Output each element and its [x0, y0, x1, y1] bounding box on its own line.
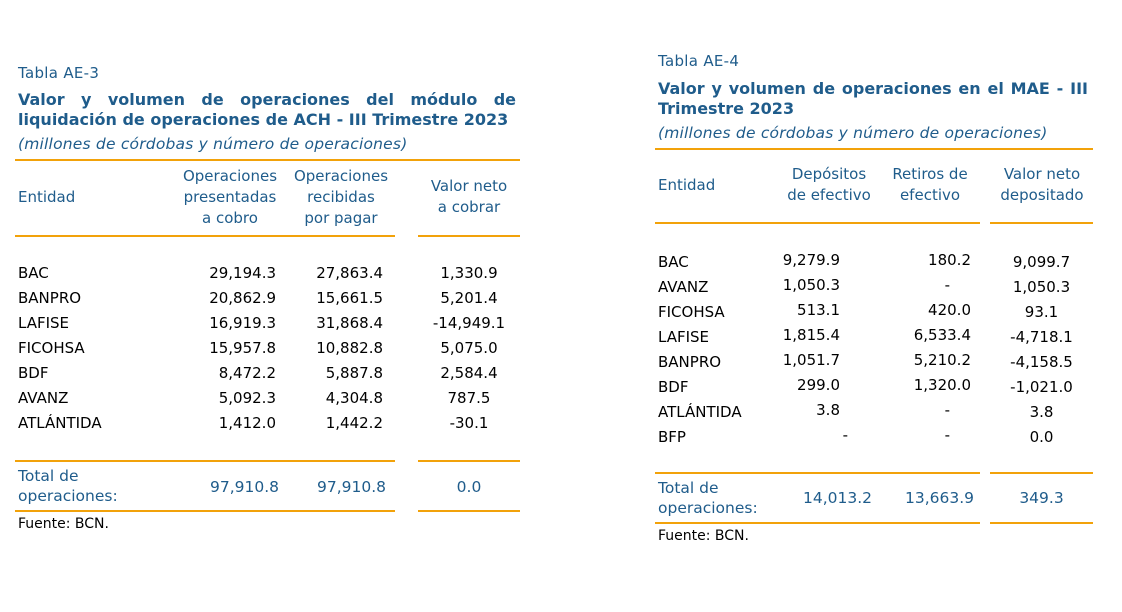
total-top-rule — [990, 472, 1093, 474]
total-top-rule — [15, 460, 395, 462]
header-bottom-rule — [418, 235, 520, 237]
table-subtitle: (millones de córdobas y número de operac… — [658, 124, 1048, 142]
header-bottom-rule — [990, 222, 1093, 224]
table-label: Tabla AE-3 — [18, 64, 100, 82]
total-bottom-rule — [418, 510, 520, 512]
total-label: Total de operaciones: — [658, 479, 758, 517]
total-bottom-rule — [15, 510, 395, 512]
table-title: Valor y volumen de operaciones en el MAE… — [658, 79, 1088, 118]
header-col2: Retiros de efectivo — [892, 165, 968, 204]
source-note: Fuente: BCN. — [18, 516, 109, 532]
header-col1: Operaciones presentadas a cobro — [182, 167, 278, 227]
header-col1: Depósitos de efectivo — [787, 165, 871, 204]
table-title: Valor y volumen de operaciones del módul… — [18, 90, 516, 129]
header-top-rule — [15, 159, 520, 161]
header-bottom-rule — [655, 222, 980, 224]
header-entity: Entidad — [18, 188, 76, 206]
total-label: Total de operaciones: — [18, 467, 118, 505]
total-bottom-rule — [655, 522, 980, 524]
header-entity: Entidad — [658, 176, 716, 194]
header-col2: Operaciones recibidas por pagar — [293, 167, 389, 227]
header-col3: Valor neto depositado — [1000, 165, 1084, 204]
total-top-rule — [655, 472, 980, 474]
total-bottom-rule — [990, 522, 1093, 524]
header-col3: Valor neto a cobrar — [430, 177, 508, 216]
total-top-rule — [418, 460, 520, 462]
table-subtitle: (millones de córdobas y número de operac… — [18, 135, 408, 153]
source-note: Fuente: BCN. — [658, 528, 749, 544]
table-label: Tabla AE-4 — [658, 52, 740, 70]
header-bottom-rule — [15, 235, 395, 237]
header-top-rule — [655, 148, 1093, 150]
table-ae3: Tabla AE-3 Valor y volumen de operacione… — [0, 0, 560, 612]
